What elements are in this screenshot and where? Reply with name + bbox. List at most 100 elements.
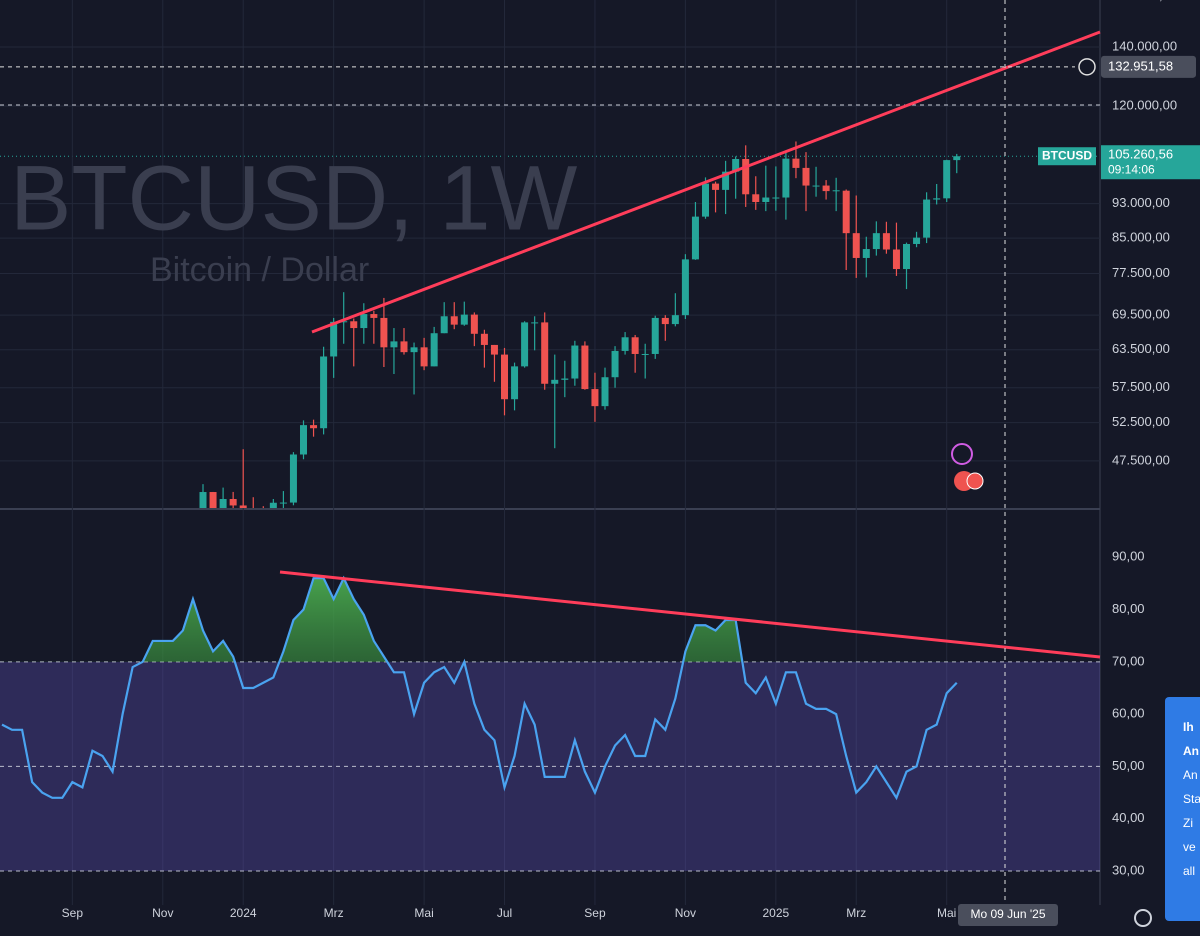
x-tick-label: Sep [584, 906, 606, 920]
candle-body [892, 249, 900, 270]
price-pane [199, 141, 961, 508]
x-tick-label: Nov [675, 906, 696, 920]
candle-body [360, 314, 368, 329]
candle-body [209, 492, 217, 508]
x-tick-label: Nov [152, 906, 173, 920]
candle-body [279, 502, 287, 504]
y-tick-label: 50,00 [1112, 758, 1145, 773]
trend-line[interactable] [311, 30, 1101, 334]
candle-body [229, 498, 237, 506]
x-tick-label: Mrz [846, 906, 866, 920]
candle-body [511, 366, 519, 400]
candle-body [812, 185, 820, 187]
candle-body [310, 425, 318, 429]
countdown: 09:14:06 [1108, 162, 1155, 176]
y-tick-label: 77.500,00 [1112, 265, 1170, 280]
candle-body [762, 197, 770, 203]
y-tick-label: 85.000,00 [1112, 230, 1170, 245]
candle-body [561, 378, 569, 380]
candle-body [882, 233, 890, 250]
candle-body [923, 199, 931, 238]
candle-body [832, 190, 840, 192]
y-tick-label: 120.000,00 [1112, 97, 1177, 112]
x-tick-label: Jul [497, 906, 512, 920]
last-price-label: 105.260,56 [1108, 147, 1173, 162]
popup-text: An [1183, 744, 1199, 758]
popup-text: An [1183, 768, 1198, 782]
candle-body [350, 321, 358, 329]
x-tick-label: Sep [62, 906, 84, 920]
candle-body [852, 233, 860, 258]
settings-icon[interactable] [1134, 909, 1152, 927]
candle-body [450, 316, 458, 325]
popup-text: all [1183, 864, 1195, 878]
candle-body [551, 379, 559, 384]
y-tick-label: 63.500,00 [1112, 341, 1170, 356]
y-tick-label: 52.500,00 [1112, 414, 1170, 429]
y-tick-label: 47.500,00 [1112, 452, 1170, 467]
candle-body [782, 158, 790, 198]
x-tick-label: Mrz [324, 906, 344, 920]
symbol-tag [1038, 147, 1096, 166]
candle-body [732, 159, 740, 172]
candle-body [742, 159, 750, 195]
candle-body [480, 333, 488, 345]
overbought-fill [142, 578, 743, 662]
alert-icons[interactable] [951, 443, 984, 491]
candle-body [420, 347, 428, 367]
candle-body [802, 167, 810, 186]
watermark-subtitle: Bitcoin / Dollar [150, 251, 369, 289]
crosshair-date-label: Mo 09 Jun '25 [970, 907, 1045, 921]
rsi-pane [0, 575, 1100, 872]
candle-body [702, 183, 709, 217]
y-tick-label: 90,00 [1112, 549, 1145, 564]
candle-body [330, 321, 338, 357]
rsi-trend-line[interactable] [279, 570, 1101, 659]
candle-body [641, 353, 649, 355]
candle-body [913, 237, 921, 244]
candle-body [440, 316, 448, 334]
candle-body [239, 505, 247, 508]
candle-body [772, 197, 780, 199]
x-tick-label: 2025 [762, 906, 789, 920]
x-tick-label: Mai [414, 906, 433, 920]
crosshair-price-tag [1101, 55, 1196, 78]
candle-body [410, 347, 418, 353]
candle-body [490, 344, 498, 355]
rsi-line [1, 575, 958, 801]
watermark-title: BTCUSD, 1W [10, 147, 578, 249]
candle-body [370, 314, 378, 318]
icon[interactable] [966, 472, 984, 490]
candle-body [300, 425, 307, 455]
candle-body [269, 502, 277, 508]
candle-body [792, 158, 800, 168]
candle-body [943, 160, 951, 199]
x-tick-label: Mai [937, 906, 956, 920]
rsi-band [0, 661, 1100, 872]
candle-body [621, 337, 629, 351]
candle-body [581, 345, 589, 390]
y-tick-label: 140.000,00 [1112, 38, 1177, 53]
popup-text: Sta [1183, 792, 1200, 806]
crosshair-price-label: 132.951,58 [1108, 58, 1173, 73]
candle-body [933, 198, 941, 200]
candle-body [611, 350, 619, 378]
candle-body [591, 389, 599, 407]
add-alert-button[interactable] [1078, 58, 1096, 76]
candle-body [903, 243, 910, 270]
candle-body [380, 317, 388, 348]
candle-body [872, 233, 880, 250]
y-tick-label: 160.000,00 [1112, 0, 1177, 2]
price-tag [1101, 145, 1200, 180]
candle-body [661, 317, 669, 325]
candle-body [681, 259, 689, 316]
y-tick-label: 93.000,00 [1112, 195, 1170, 210]
candle-body [219, 498, 227, 508]
candle-body [691, 216, 699, 260]
icon[interactable] [951, 443, 973, 465]
candle-body [822, 185, 830, 192]
candle-body [842, 190, 850, 234]
candle-body [651, 317, 659, 354]
notification-popup[interactable] [1165, 697, 1200, 921]
candle-body [752, 194, 760, 203]
